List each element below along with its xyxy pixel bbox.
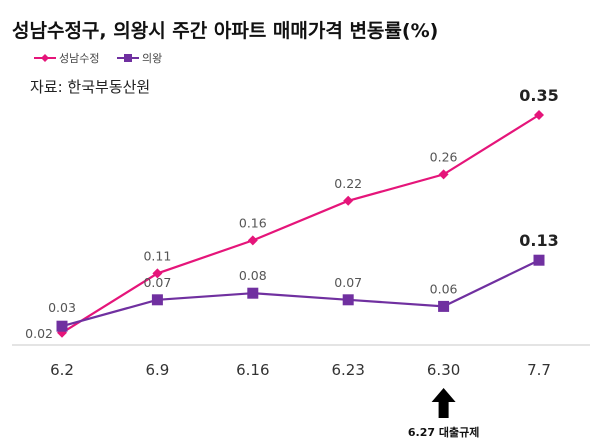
legend-item: 의왕 bbox=[117, 52, 162, 65]
legend-marker bbox=[41, 54, 49, 62]
legend-label: 성남수정 bbox=[59, 52, 99, 65]
annotation: 6.27 대출규제 bbox=[408, 388, 479, 439]
data-label: 0.13 bbox=[519, 231, 558, 250]
data-label: 0.07 bbox=[334, 275, 362, 290]
data-label: 0.06 bbox=[430, 281, 458, 296]
series-line bbox=[61, 259, 540, 328]
data-label: 0.26 bbox=[430, 149, 458, 164]
data-point bbox=[343, 195, 354, 206]
data-label: 0.16 bbox=[239, 215, 267, 230]
data-point bbox=[533, 254, 545, 266]
data-point bbox=[438, 169, 449, 180]
data-label: 0.02 bbox=[25, 326, 53, 341]
data-label: 0.11 bbox=[143, 248, 171, 263]
chart-title: 성남수정구, 의왕시 주간 아파트 매매가격 변동률(%) bbox=[12, 20, 438, 42]
legend-label: 의왕 bbox=[142, 52, 162, 65]
x-axis-ticks: 6.2 6.9 6.16 6.23 6.30 7.7 bbox=[50, 361, 551, 379]
legend: 성남수정 의왕 bbox=[34, 52, 162, 65]
series-seongnam-sujeong bbox=[57, 110, 544, 338]
series-uiwang bbox=[56, 254, 545, 332]
data-label: 0.03 bbox=[48, 300, 76, 315]
data-label: 0.08 bbox=[239, 268, 267, 283]
data-label: 0.35 bbox=[519, 86, 558, 105]
data-point bbox=[247, 235, 258, 246]
x-tick-label: 6.23 bbox=[331, 361, 364, 379]
x-tick-label: 6.30 bbox=[427, 361, 460, 379]
source-note: 자료: 한국부동산원 bbox=[30, 78, 150, 96]
data-point bbox=[247, 287, 259, 299]
data-point bbox=[151, 294, 163, 306]
data-label: 0.07 bbox=[143, 275, 171, 290]
up-arrow-icon bbox=[431, 388, 456, 418]
data-label: 0.22 bbox=[334, 176, 362, 191]
series-line bbox=[61, 114, 540, 334]
data-point bbox=[342, 294, 354, 306]
data-point bbox=[534, 110, 544, 120]
legend-item: 성남수정 bbox=[34, 52, 99, 65]
data-point bbox=[152, 268, 163, 279]
x-tick-label: 6.9 bbox=[145, 361, 169, 379]
x-tick-label: 6.2 bbox=[50, 361, 74, 379]
legend-marker bbox=[124, 54, 132, 62]
data-labels: 0.02 0.11 0.16 0.22 0.26 0.35 0.03 0.07 0.08 0.07… bbox=[25, 86, 559, 341]
annotation-label: 6.27 대출규제 bbox=[408, 425, 479, 439]
x-tick-label: 6.16 bbox=[236, 361, 269, 379]
x-tick-label: 7.7 bbox=[527, 361, 551, 379]
series-group bbox=[56, 110, 545, 338]
data-point bbox=[56, 320, 68, 332]
data-point bbox=[438, 300, 450, 312]
